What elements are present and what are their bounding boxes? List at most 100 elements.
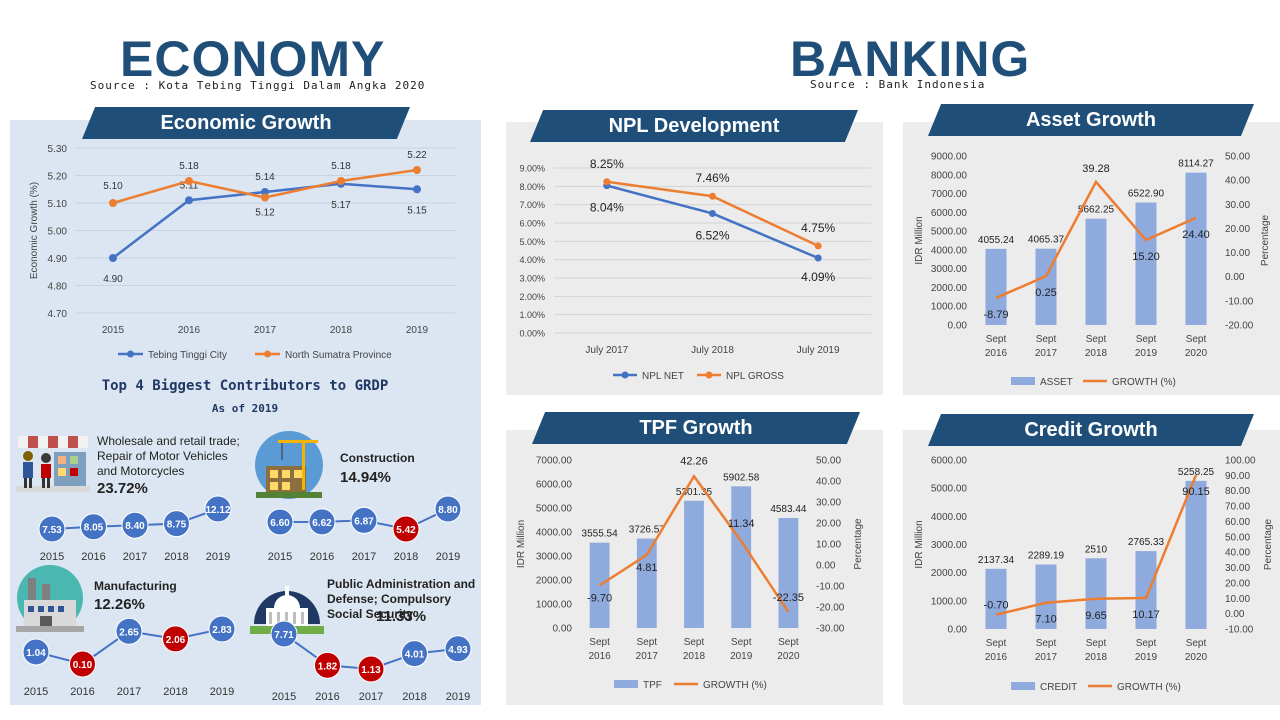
- year-label: 2018: [164, 551, 188, 563]
- construction-icon: [255, 431, 323, 499]
- trend-value: 8.05: [84, 523, 104, 534]
- data-point: [413, 185, 421, 194]
- trend-bubble: [38, 515, 66, 543]
- y-tick-label: 5000.00: [536, 504, 573, 515]
- legend-swatch: [1011, 377, 1035, 385]
- data-point: [109, 199, 117, 207]
- growth-value-label: 9.65: [1085, 610, 1106, 622]
- bar: [1085, 558, 1107, 629]
- y2-tick-label: -30.00: [816, 624, 845, 635]
- data-label: 4.75%: [801, 221, 835, 235]
- y2-tick-label: 90.00: [1225, 471, 1250, 482]
- bar-value-label: 3555.54: [582, 529, 619, 540]
- legend-label: TPF: [643, 680, 662, 691]
- bar-value-label: 3726.57: [629, 525, 666, 536]
- data-point: [709, 192, 716, 200]
- growth-value-label: 7.10: [1035, 614, 1056, 626]
- trend-bubble: [163, 510, 190, 538]
- year-label: 2015: [24, 686, 48, 698]
- trend-bubble: [69, 650, 96, 678]
- trend-bubble: [314, 651, 341, 679]
- y-tick-label: 8000.00: [931, 170, 968, 181]
- x-tick-label: Sept: [637, 637, 658, 648]
- y-tick-label: 3000.00: [931, 540, 968, 551]
- y-tick-label: 5.00%: [519, 237, 545, 247]
- trend-bubble: [22, 638, 50, 666]
- contributor-pct: 11.33%: [376, 608, 427, 625]
- x-tick-label: Sept: [1086, 638, 1107, 649]
- x-tick-label: 2016: [588, 651, 611, 662]
- data-label: 4.09%: [801, 270, 835, 284]
- economy-panel: [10, 120, 481, 705]
- trend-bubble: [115, 617, 143, 645]
- x-tick-label: 2020: [1185, 348, 1208, 359]
- x-tick-label: Sept: [1136, 638, 1157, 649]
- growth-value-label: 4.81: [636, 562, 657, 574]
- trend-bubble: [270, 620, 298, 648]
- asset-banner: Asset Growth: [928, 104, 1254, 136]
- y2-tick-label: 0.00: [1225, 272, 1245, 283]
- data-point: [185, 196, 193, 205]
- year-label: 2019: [446, 691, 470, 703]
- bar: [1135, 202, 1157, 325]
- economy-title: ECONOMY: [120, 31, 386, 87]
- y-tick-label: 5.10: [48, 199, 68, 210]
- contributor-pct: 23.72%: [97, 480, 148, 497]
- bar-value-label: 5301.35: [676, 487, 713, 498]
- contributor-pct: 12.26%: [94, 596, 145, 613]
- bar: [636, 538, 657, 628]
- bar: [1185, 172, 1207, 325]
- x-tick-label: 2016: [985, 652, 1008, 663]
- legend-swatch: [614, 680, 638, 688]
- trend-value: 4.93: [448, 645, 468, 656]
- x-tick-label: Sept: [731, 637, 752, 648]
- y2-tick-label: 40.00: [816, 477, 841, 488]
- legend-label: ASSET: [1040, 377, 1073, 388]
- x-tick-label: 2017: [636, 651, 659, 662]
- grdp-title: Top 4 Biggest Contributors to GRDP: [101, 378, 389, 394]
- banking-source: Source : Bank Indonesia: [810, 78, 986, 91]
- trend-value: 5.42: [396, 525, 416, 536]
- trend-value: 7.53: [42, 525, 62, 536]
- y-tick-label: 2000.00: [931, 283, 968, 294]
- x-tick-label: 2019: [1135, 652, 1158, 663]
- bar: [1185, 480, 1207, 629]
- trend-bubble: [392, 515, 420, 543]
- growth-value-label: 42.26: [680, 455, 708, 467]
- year-label: 2016: [310, 551, 334, 563]
- trend-value: 1.82: [318, 661, 338, 672]
- y2-tick-label: 10.00: [1225, 248, 1250, 259]
- trend-bubble: [162, 625, 189, 653]
- x-tick-label: July 2018: [691, 345, 734, 356]
- trend-bubble: [434, 495, 462, 523]
- y2-tick-label: 20.00: [816, 519, 841, 530]
- y2-tick-label: 40.00: [1225, 176, 1250, 187]
- trend-value: 2.65: [119, 627, 139, 638]
- year-label: 2015: [268, 551, 292, 563]
- contributor-title: Construction: [340, 451, 415, 465]
- trend-value: 12.12: [205, 505, 230, 516]
- y-tick-label: 1.00%: [519, 310, 545, 320]
- y2-tick-label: 40.00: [1225, 548, 1250, 559]
- data-point: [814, 242, 822, 250]
- legend-label: Tebing Tinggi City: [148, 350, 227, 361]
- tpf-chart: 0.00 1000.00 2000.00 3000.00 4000.00 5000.00 6…: [516, 455, 864, 691]
- y-tick-label: 7000.00: [931, 189, 968, 200]
- y-tick-label: 3000.00: [931, 264, 968, 275]
- growth-value-label: 10.17: [1132, 609, 1160, 621]
- asset-chart: 0.00 1000.00 2000.00 3000.00 4000.00 5000.00 6…: [914, 152, 1271, 389]
- year-label: 2018: [394, 551, 418, 563]
- y-tick-label: 9.00%: [519, 164, 545, 174]
- trend-value: 6.87: [354, 516, 374, 527]
- y2-tick-label: -10.00: [816, 582, 845, 593]
- data-point: [185, 177, 193, 185]
- legend-marker: [705, 371, 713, 379]
- data-point: [709, 209, 716, 217]
- data-point: [603, 178, 611, 186]
- trend-bubble: [208, 615, 236, 643]
- data-point: [337, 177, 345, 185]
- trend-value: 7.71: [274, 630, 294, 641]
- y2-tick-label: 100.00: [1225, 456, 1256, 467]
- growth-value-label: 90.15: [1182, 486, 1210, 498]
- y2-tick-label: 10.00: [816, 540, 841, 551]
